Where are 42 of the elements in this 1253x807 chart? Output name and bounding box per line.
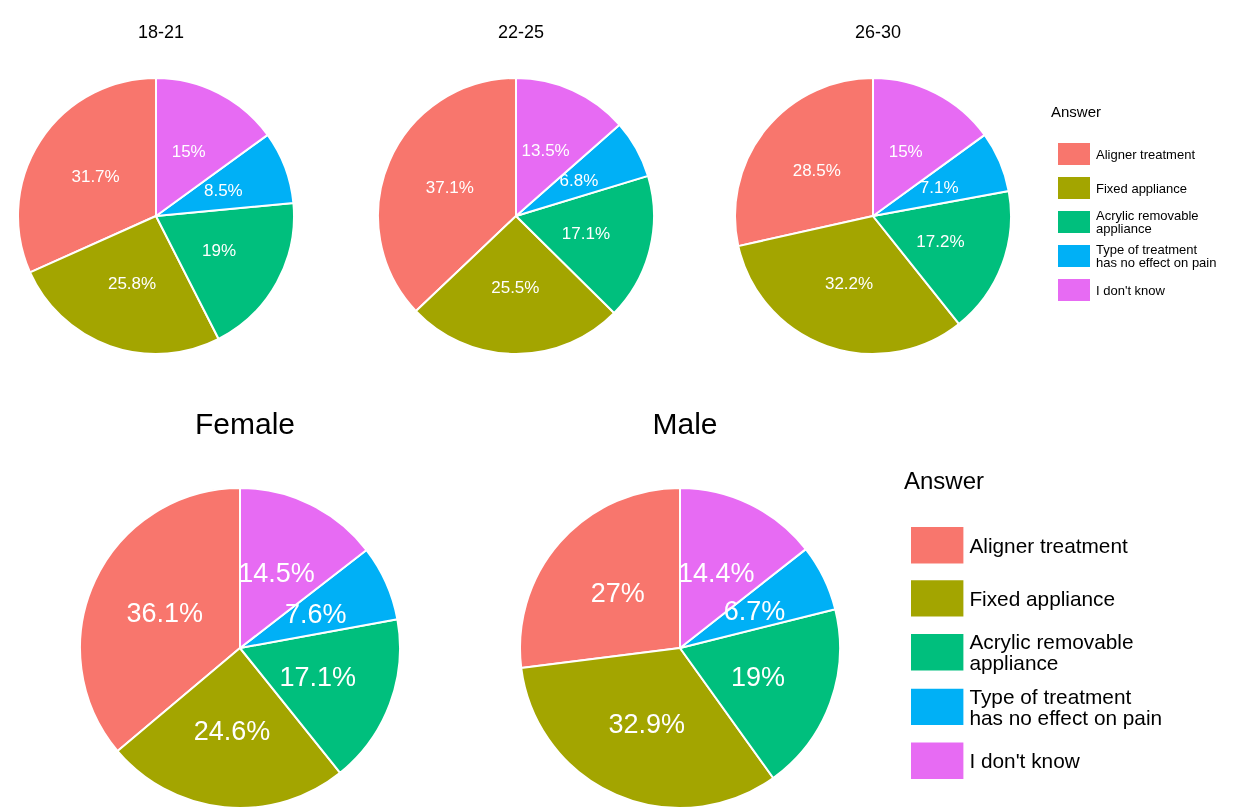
- data-label: 31.7%: [71, 167, 120, 187]
- data-label: 15%: [171, 142, 206, 162]
- chart-title: 26-30: [854, 22, 902, 42]
- data-label: 25.8%: [107, 274, 157, 294]
- data-label: 19%: [730, 661, 785, 692]
- data-label: 37.1%: [425, 178, 474, 198]
- data-label: 28.5%: [792, 161, 841, 181]
- data-label: 14.4%: [678, 558, 755, 589]
- data-label: 7.6%: [285, 599, 347, 630]
- legend-label: Aligner treatment: [969, 533, 1128, 557]
- data-label: 36.1%: [126, 597, 204, 628]
- legend-label: Type of treatment has no effect on pain: [1096, 242, 1217, 270]
- legend-label: Aligner treatment: [1096, 146, 1196, 162]
- data-label: 17.1%: [561, 223, 611, 243]
- legend-label: Acrylic removable appliance: [1096, 208, 1199, 236]
- legend-label: Fixed appliance: [1096, 180, 1188, 196]
- data-label: 17.2%: [916, 231, 965, 251]
- data-label: 13.5%: [521, 140, 570, 160]
- legend-label: Acrylic removable appliance: [969, 630, 1134, 675]
- data-label: 8.5%: [203, 181, 243, 201]
- data-label: 24.6%: [193, 715, 271, 746]
- chart-title: 22-25: [497, 22, 545, 42]
- data-label: 6.8%: [559, 171, 599, 191]
- data-label: 14.5%: [238, 558, 315, 589]
- chart-title: 18-21: [137, 22, 185, 42]
- legend-label: Type of treatment has no effect on pain: [969, 685, 1163, 729]
- chart-title: Male: [652, 406, 718, 440]
- data-label: 19%: [202, 241, 237, 261]
- data-label: 25.5%: [491, 278, 540, 298]
- data-label: 27%: [590, 578, 645, 609]
- legend-title: Answer: [1051, 103, 1102, 120]
- legend-label: I don't know: [969, 749, 1081, 773]
- chart-title: Female: [194, 406, 296, 440]
- data-label: 17.1%: [279, 662, 357, 692]
- legend-title: Answer: [904, 467, 985, 495]
- legend-label: Fixed appliance: [969, 586, 1116, 610]
- legend-label: I don't know: [1096, 282, 1166, 298]
- data-label: 6.7%: [723, 596, 786, 627]
- data-label: 15%: [888, 142, 923, 162]
- data-label: 32.9%: [608, 709, 686, 740]
- data-label: 32.2%: [824, 274, 874, 294]
- data-label: 7.1%: [919, 178, 959, 198]
